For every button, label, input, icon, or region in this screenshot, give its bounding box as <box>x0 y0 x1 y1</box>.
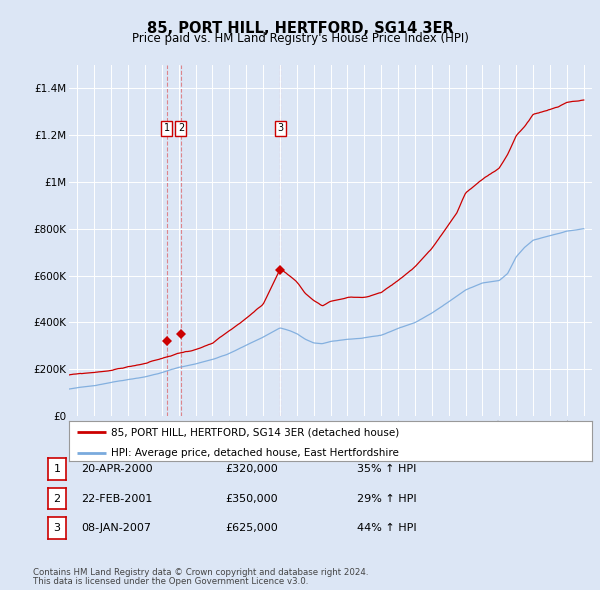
Text: 20-APR-2000: 20-APR-2000 <box>81 464 152 474</box>
Text: HPI: Average price, detached house, East Hertfordshire: HPI: Average price, detached house, East… <box>111 448 399 458</box>
Text: This data is licensed under the Open Government Licence v3.0.: This data is licensed under the Open Gov… <box>33 578 308 586</box>
Text: 44% ↑ HPI: 44% ↑ HPI <box>357 523 416 533</box>
Text: £625,000: £625,000 <box>225 523 278 533</box>
Text: 1: 1 <box>164 123 170 133</box>
Text: £320,000: £320,000 <box>225 464 278 474</box>
Text: 22-FEB-2001: 22-FEB-2001 <box>81 494 152 503</box>
Text: 3: 3 <box>277 123 284 133</box>
Text: £350,000: £350,000 <box>225 494 278 503</box>
Text: 2: 2 <box>53 494 61 503</box>
Text: 3: 3 <box>53 523 61 533</box>
Text: 1: 1 <box>53 464 61 474</box>
Text: 2: 2 <box>178 123 184 133</box>
Text: 85, PORT HILL, HERTFORD, SG14 3ER: 85, PORT HILL, HERTFORD, SG14 3ER <box>146 21 454 35</box>
Text: 85, PORT HILL, HERTFORD, SG14 3ER (detached house): 85, PORT HILL, HERTFORD, SG14 3ER (detac… <box>111 428 399 438</box>
Text: Contains HM Land Registry data © Crown copyright and database right 2024.: Contains HM Land Registry data © Crown c… <box>33 568 368 577</box>
Text: 08-JAN-2007: 08-JAN-2007 <box>81 523 151 533</box>
Text: Price paid vs. HM Land Registry's House Price Index (HPI): Price paid vs. HM Land Registry's House … <box>131 32 469 45</box>
Text: 29% ↑ HPI: 29% ↑ HPI <box>357 494 416 503</box>
Text: 35% ↑ HPI: 35% ↑ HPI <box>357 464 416 474</box>
